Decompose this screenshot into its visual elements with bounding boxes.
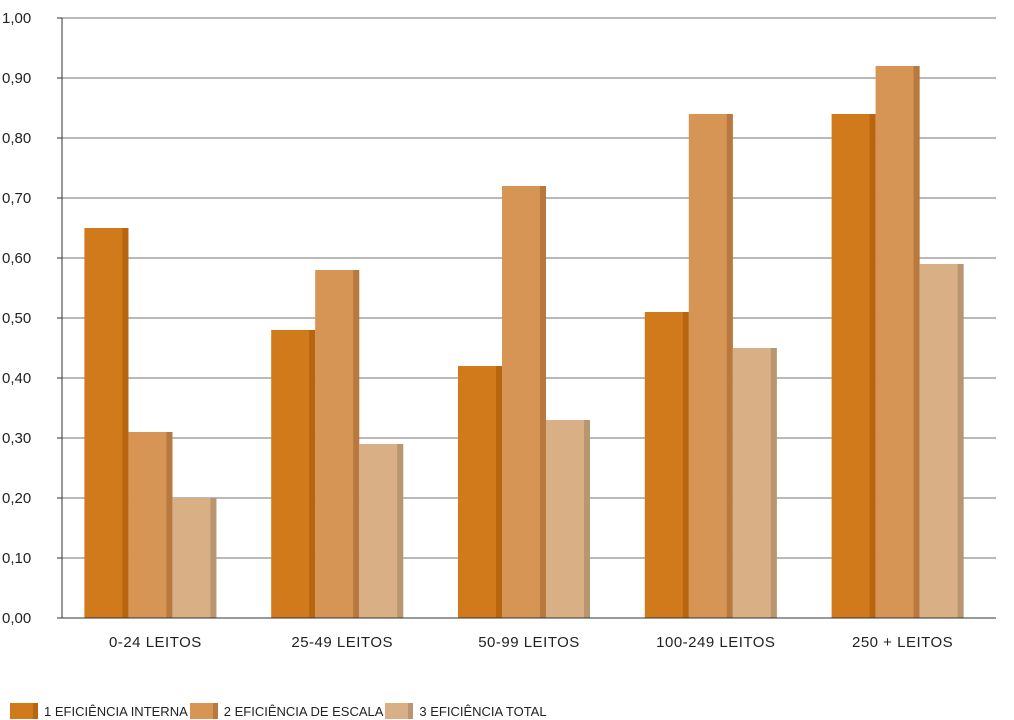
y-tick-label: 0,00 — [2, 610, 31, 627]
y-tick-label: 0,20 — [2, 490, 31, 507]
x-category-label: 25-49 LEITOS — [291, 634, 393, 651]
bar-side-shade — [726, 114, 733, 618]
legend-swatch — [385, 703, 414, 719]
bar — [172, 498, 217, 618]
x-category-label: 0-24 LEITOS — [109, 634, 202, 651]
bar — [271, 330, 316, 618]
legend-item: 2 EFICIÊNCIA DE ESCALA — [189, 703, 384, 719]
bar — [84, 228, 129, 618]
y-tick-label: 0,90 — [2, 70, 31, 87]
legend-swatch — [189, 703, 218, 719]
y-tick-label: 0,30 — [2, 430, 31, 447]
y-tick-label: 0,40 — [2, 370, 31, 387]
x-category-label: 100-249 LEITOS — [656, 634, 775, 651]
x-category-label: 250 + LEITOS — [852, 634, 953, 651]
bar-side-shade — [957, 264, 964, 618]
bar-side-shade — [353, 270, 360, 618]
bar — [919, 264, 964, 618]
bars — [84, 66, 964, 618]
y-tick-label: 0,10 — [2, 550, 31, 567]
bar — [128, 432, 173, 618]
legend-item: 1 EFICIÊNCIA INTERNA — [10, 703, 188, 719]
bar-side-shade — [496, 366, 502, 618]
legend-label: 2 EFICIÊNCIA DE ESCALA — [223, 703, 384, 719]
x-category-label: 50-99 LEITOS — [478, 634, 580, 651]
bar-chart: 0,00 0,10 0,20 0,30 0,40 0,50 0,60 0,70 0,80 0,90… — [2, 10, 996, 651]
legend-swatch — [10, 703, 38, 719]
bar-side-shade — [913, 66, 920, 618]
bar-side-shade — [540, 186, 546, 618]
y-tick-label: 0,60 — [2, 250, 31, 267]
y-axis-ticks: 0,00 0,10 0,20 0,30 0,40 0,50 0,60 0,70 0,80 0,90… — [2, 10, 62, 627]
bar — [831, 114, 876, 618]
legend: 1 EFICIÊNCIA INTERNA 2 EFICIÊNCIA DE ESCA… — [10, 702, 549, 720]
bar-side-shade — [166, 432, 173, 618]
bar — [359, 444, 404, 618]
bar-side-shade — [584, 420, 590, 618]
legend-label: 3 EFICIÊNCIA TOTAL — [419, 703, 547, 719]
bar — [875, 66, 920, 618]
y-tick-label: 1,00 — [2, 10, 31, 27]
bar — [315, 270, 360, 618]
bar — [458, 366, 502, 618]
legend-label: 1 EFICIÊNCIA INTERNA — [44, 703, 188, 719]
bar-side-shade — [770, 348, 777, 618]
bar — [732, 348, 777, 618]
bar-side-shade — [210, 498, 217, 618]
bar — [546, 420, 590, 618]
bar-side-shade — [682, 312, 689, 618]
bar — [644, 312, 689, 618]
bar-side-shade — [869, 114, 876, 618]
bar-side-shade — [309, 330, 316, 618]
bar — [502, 186, 546, 618]
x-axis-categories: 0-24 LEITOS 25-49 LEITOS 50-99 LEITOS 100-2… — [109, 634, 953, 651]
bar-side-shade — [397, 444, 404, 618]
y-tick-label: 0,80 — [2, 130, 31, 147]
legend-item: 3 EFICIÊNCIA TOTAL — [385, 703, 547, 719]
bar — [688, 114, 733, 618]
bar-side-shade — [122, 228, 129, 618]
y-tick-label: 0,50 — [2, 310, 31, 327]
y-tick-label: 0,70 — [2, 190, 31, 207]
